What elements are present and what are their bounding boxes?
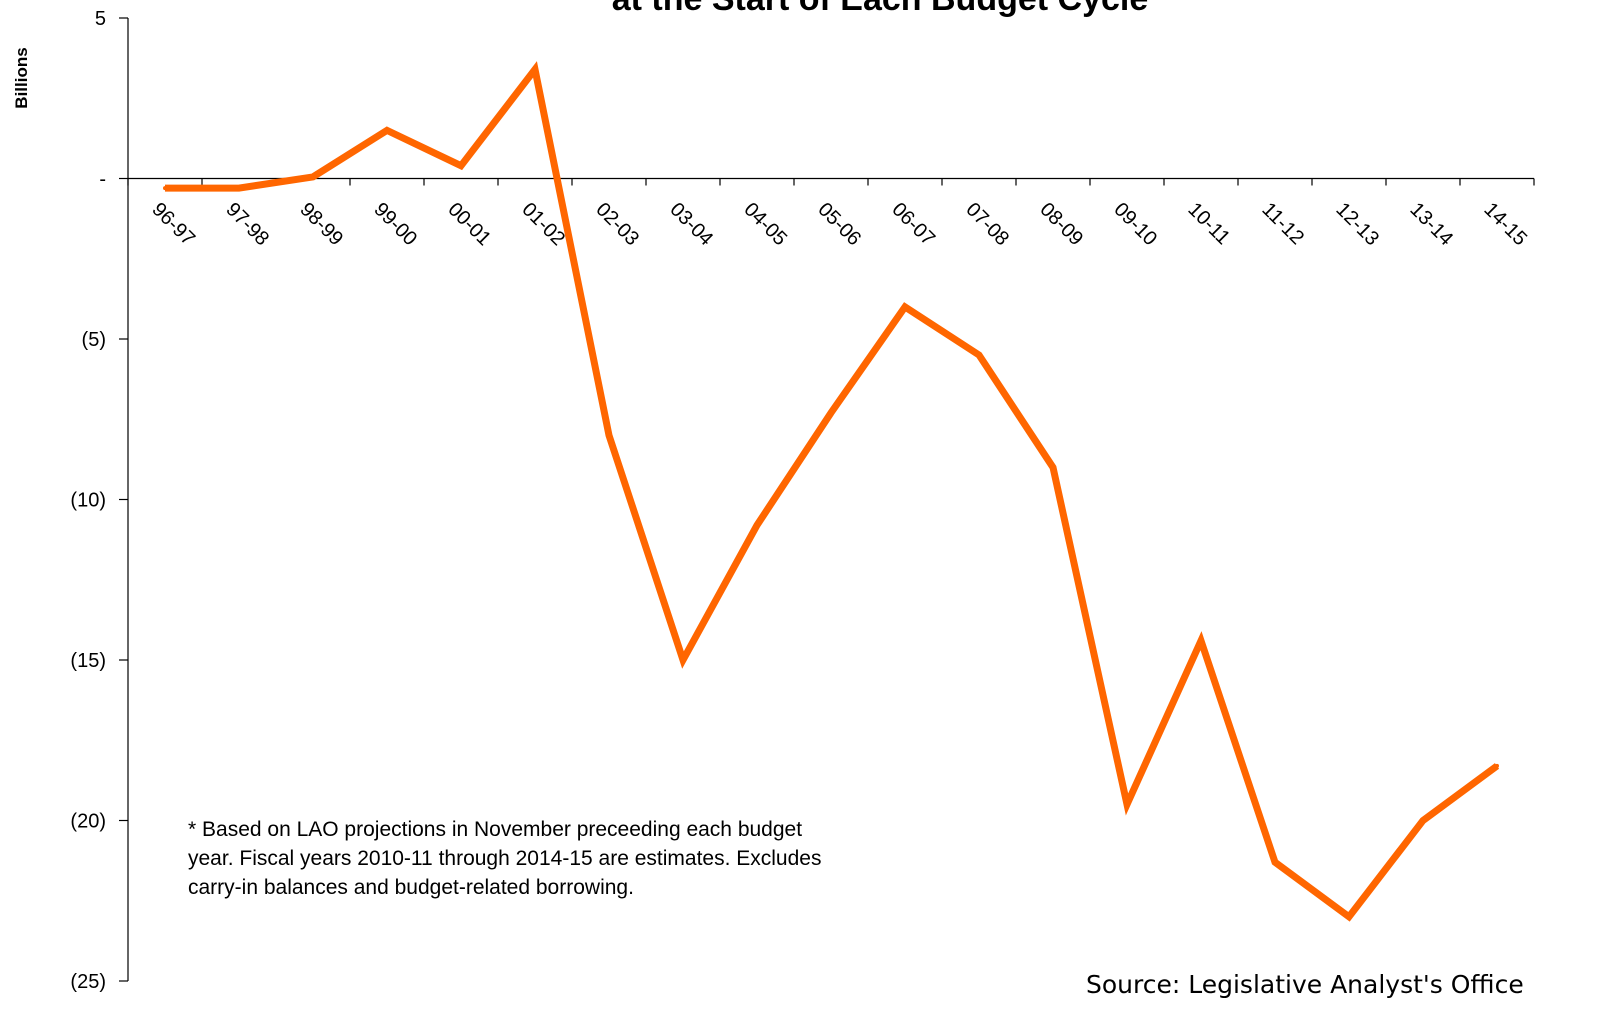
x-tick-label: 13-14 [1405, 198, 1457, 250]
x-tick-label: 09-10 [1109, 198, 1161, 250]
x-tick-label: 12-13 [1331, 198, 1383, 250]
data-point [681, 658, 685, 662]
x-tick-label: 04-05 [739, 198, 791, 250]
x-tick-label: 06-07 [887, 198, 939, 250]
data-point [1421, 818, 1425, 823]
x-tick-label: 14-15 [1479, 198, 1531, 250]
chart-title: at the Start of Each Budget Cycle [612, 0, 1149, 18]
x-tick-labels: 96-97 97-98 98-99 99-00 00-01 01-02 02-03 03-04… [147, 198, 1531, 250]
y-tick-label: (25) [70, 971, 106, 993]
axes [119, 17, 1535, 982]
y-tick-label: (10) [70, 490, 106, 512]
x-tick-label: 05-06 [813, 198, 865, 250]
data-point [533, 67, 537, 72]
x-tick-label: 07-08 [961, 198, 1013, 250]
data-point [1273, 860, 1277, 865]
x-tick-label: 00-01 [443, 198, 495, 250]
x-tick-label: 03-04 [665, 198, 717, 250]
x-tick-label: 10-11 [1183, 198, 1234, 249]
x-tick-label: 11-12 [1257, 198, 1308, 249]
x-tick-label: 98-99 [295, 198, 347, 250]
x-tick-label: 99-00 [369, 198, 421, 250]
y-tick-label: 5 [95, 8, 106, 30]
series-line [165, 61, 1500, 922]
data-point [903, 304, 907, 309]
data-point [977, 353, 981, 358]
x-tick-label: 02-03 [591, 198, 643, 250]
y-tick-label: (20) [70, 811, 106, 833]
data-point [1495, 763, 1499, 768]
footnote: * Based on LAO projections in November p… [188, 818, 822, 899]
x-tick-label: 08-09 [1035, 198, 1087, 250]
data-point [1347, 914, 1351, 919]
data-point [607, 433, 611, 438]
source-note: Source: Legislative Analyst's Office [1086, 970, 1524, 999]
data-point [311, 174, 315, 179]
data-point [1199, 638, 1203, 643]
x-tick-label: 96-97 [147, 198, 199, 250]
data-point [385, 128, 389, 133]
data-point [237, 186, 241, 191]
x-tick-label: 97-98 [221, 198, 273, 250]
y-tick-labels: 5 - (5) (10) (15) (20) (25) [70, 8, 106, 993]
data-point [1051, 465, 1055, 470]
data-point [459, 163, 463, 168]
data-point [829, 410, 833, 415]
series-layer [163, 61, 1500, 922]
y-tick-label: - [99, 169, 106, 191]
data-point [163, 186, 167, 191]
y-axis-title: Billions [12, 47, 31, 109]
y-axis-title-box: Billions [12, 40, 32, 120]
y-tick-label: (5) [82, 329, 106, 351]
data-point [1125, 802, 1129, 807]
data-point [755, 523, 759, 528]
y-tick-label: (15) [70, 650, 106, 672]
